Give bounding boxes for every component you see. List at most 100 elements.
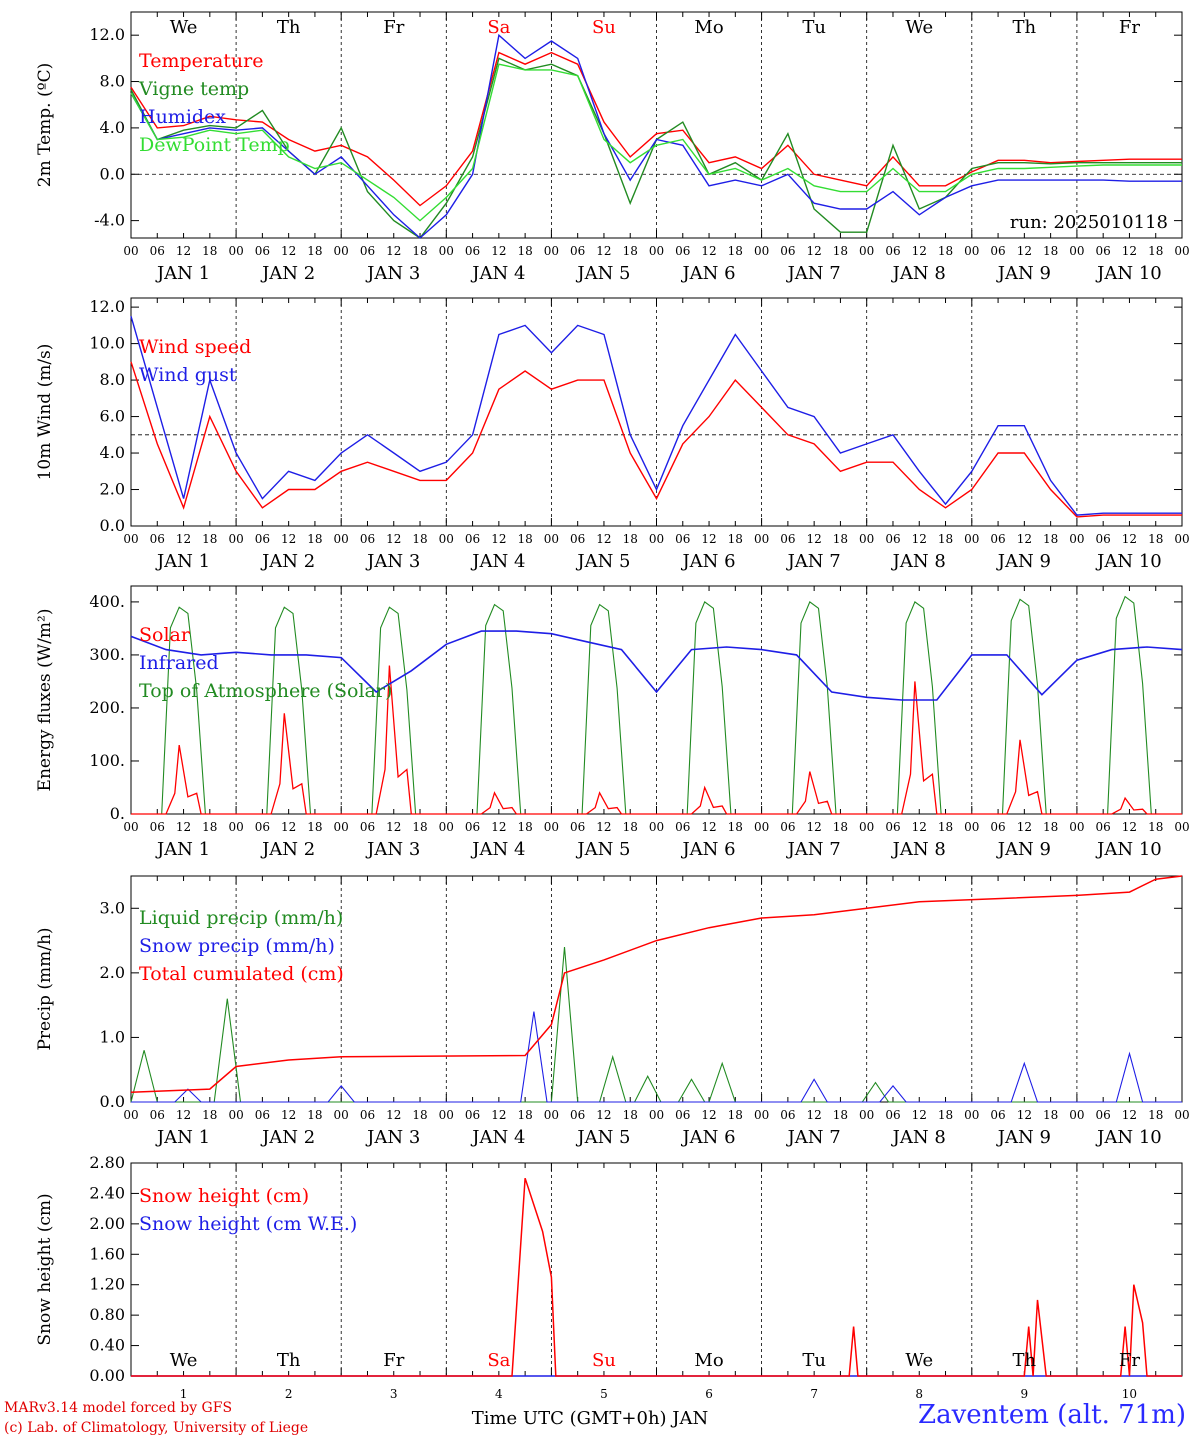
y-tick-label: 1.0 bbox=[100, 1027, 125, 1046]
y-tick-label: 0. bbox=[110, 804, 125, 823]
date-label: JAN 6 bbox=[680, 263, 735, 284]
hour-tick-label: 00 bbox=[649, 532, 664, 546]
hour-tick-label: 18 bbox=[833, 1108, 848, 1122]
hour-tick-label: 06 bbox=[570, 820, 585, 834]
hour-tick-label: 06 bbox=[1096, 1108, 1111, 1122]
y-tick-label: 2.00 bbox=[89, 1214, 125, 1233]
date-label: JAN 1 bbox=[155, 551, 210, 572]
hour-tick-label: 06 bbox=[990, 532, 1005, 546]
hour-tick-label: 06 bbox=[780, 532, 795, 546]
y-axis-label: Snow height (cm) bbox=[35, 1193, 55, 1345]
date-label: JAN 1 bbox=[155, 263, 210, 284]
day-name-label: Th bbox=[277, 1350, 301, 1371]
y-tick-label: 2.0 bbox=[100, 963, 125, 982]
hour-tick-label: 18 bbox=[1148, 820, 1163, 834]
hour-tick-label: 00 bbox=[1069, 244, 1084, 258]
hour-tick-label: 18 bbox=[623, 1108, 638, 1122]
date-label: JAN 6 bbox=[680, 839, 735, 860]
hour-tick-label: 12 bbox=[1122, 820, 1137, 834]
y-tick-label: 4.0 bbox=[100, 118, 125, 137]
hour-tick-label: 18 bbox=[623, 244, 638, 258]
hour-tick-label: 18 bbox=[412, 820, 427, 834]
hour-tick-label: 18 bbox=[307, 820, 322, 834]
day-name-label: Tu bbox=[802, 17, 826, 38]
y-tick-label: 400. bbox=[89, 592, 125, 611]
hour-tick-label: 06 bbox=[780, 820, 795, 834]
hour-tick-label: 12 bbox=[176, 244, 191, 258]
y-tick-label: 8.0 bbox=[100, 72, 125, 91]
station-name: Zaventem (alt. 71m) bbox=[918, 1400, 1186, 1430]
hour-tick-label: 12 bbox=[807, 532, 822, 546]
hour-tick-label: 06 bbox=[465, 244, 480, 258]
y-tick-label: -4.0 bbox=[94, 211, 125, 230]
hour-tick-label: 06 bbox=[990, 1108, 1005, 1122]
hour-tick-label: 12 bbox=[912, 820, 927, 834]
date-label: JAN 3 bbox=[365, 551, 420, 572]
hour-tick-label: 00 bbox=[859, 532, 874, 546]
hour-tick-label: 00 bbox=[123, 1108, 138, 1122]
hour-tick-label: 06 bbox=[885, 244, 900, 258]
legend-entry: Total cumulated (cm) bbox=[139, 963, 344, 985]
hour-tick-label: 00 bbox=[544, 820, 559, 834]
date-label: JAN 2 bbox=[260, 1127, 315, 1148]
date-label: JAN 9 bbox=[996, 1127, 1051, 1148]
y-tick-label: 2.0 bbox=[100, 480, 125, 499]
hour-tick-label: 00 bbox=[964, 820, 979, 834]
hour-tick-label: 12 bbox=[386, 244, 401, 258]
hour-tick-label: 06 bbox=[465, 820, 480, 834]
hour-tick-label: 00 bbox=[964, 244, 979, 258]
hour-tick-label: 12 bbox=[386, 820, 401, 834]
hour-tick-label: 12 bbox=[912, 1108, 927, 1122]
hour-tick-label: 12 bbox=[807, 244, 822, 258]
hour-tick-label: 12 bbox=[176, 532, 191, 546]
day-name-label: We bbox=[170, 1350, 198, 1371]
date-label: JAN 4 bbox=[470, 839, 525, 860]
hour-tick-label: 00 bbox=[859, 1108, 874, 1122]
hour-tick-label: 12 bbox=[596, 532, 611, 546]
hour-tick-label: 18 bbox=[938, 532, 953, 546]
hour-tick-label: 12 bbox=[1122, 532, 1137, 546]
hour-tick-label: 18 bbox=[833, 532, 848, 546]
hour-tick-label: 06 bbox=[675, 820, 690, 834]
hour-tick-label: 18 bbox=[728, 820, 743, 834]
hour-tick-label: 06 bbox=[1096, 532, 1111, 546]
y-axis-label: Precip (mm/h) bbox=[35, 927, 55, 1050]
hour-tick-label: 06 bbox=[675, 244, 690, 258]
y-tick-label: 0.0 bbox=[100, 164, 125, 183]
y-tick-label: 12.0 bbox=[89, 297, 125, 316]
y-tick-label: 12.0 bbox=[89, 25, 125, 44]
solar-line bbox=[131, 665, 1182, 815]
hour-tick-label: 06 bbox=[465, 532, 480, 546]
hour-tick-label: 12 bbox=[1017, 820, 1032, 834]
date-label: JAN 2 bbox=[260, 839, 315, 860]
date-label: JAN 7 bbox=[786, 551, 841, 572]
legend-entry: Vigne temp bbox=[138, 78, 249, 100]
date-label: JAN 10 bbox=[1095, 839, 1162, 860]
hour-tick-label: 06 bbox=[570, 1108, 585, 1122]
date-label: JAN 9 bbox=[996, 839, 1051, 860]
day-number-label: 3 bbox=[390, 1387, 398, 1401]
hour-tick-label: 12 bbox=[807, 1108, 822, 1122]
day-name-label: Mo bbox=[694, 17, 723, 38]
date-label: JAN 2 bbox=[260, 263, 315, 284]
total-cumulated-line bbox=[130, 875, 1183, 1094]
hour-tick-label: 18 bbox=[1043, 244, 1058, 258]
hour-tick-label: 06 bbox=[360, 820, 375, 834]
date-label: JAN 8 bbox=[891, 551, 946, 572]
hour-tick-label: 00 bbox=[439, 244, 454, 258]
hour-tick-label: 18 bbox=[1043, 532, 1058, 546]
day-number-label: 10 bbox=[1122, 1387, 1137, 1401]
hour-tick-label: 06 bbox=[360, 1108, 375, 1122]
date-label: JAN 6 bbox=[680, 1127, 735, 1148]
hour-tick-label: 00 bbox=[1174, 1108, 1189, 1122]
date-label: JAN 2 bbox=[260, 551, 315, 572]
series-lightgreen-line bbox=[130, 63, 1182, 222]
hour-tick-label: 00 bbox=[439, 532, 454, 546]
date-label: JAN 4 bbox=[470, 1127, 525, 1148]
hour-tick-label: 18 bbox=[412, 532, 427, 546]
hour-tick-label: 18 bbox=[623, 532, 638, 546]
hour-tick-label: 00 bbox=[123, 532, 138, 546]
hour-tick-label: 12 bbox=[1017, 244, 1032, 258]
hour-tick-label: 12 bbox=[491, 820, 506, 834]
legend-entry: Snow height (cm) bbox=[139, 1185, 309, 1207]
